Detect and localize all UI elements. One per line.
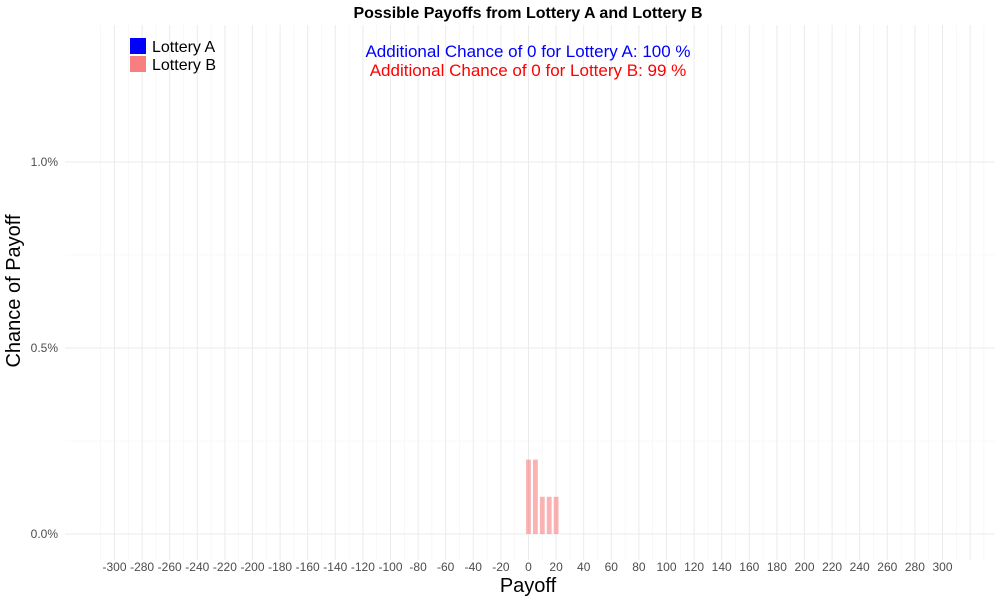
y-axis-title: Chance of Payoff (3, 214, 25, 368)
x-axis-title: Payoff (500, 575, 557, 597)
x-tick-label: -220 (213, 560, 237, 574)
x-tick-label: -180 (268, 560, 292, 574)
x-tick-label: -240 (185, 560, 209, 574)
x-tick-label: -120 (351, 560, 375, 574)
x-tick-label: -260 (158, 560, 182, 574)
x-tick-label: 300 (932, 560, 952, 574)
x-tick-label: 160 (739, 560, 759, 574)
grid-lines (65, 25, 995, 560)
bar-lottery-b (539, 496, 545, 534)
x-tick-label: -40 (465, 560, 483, 574)
x-tick-label: -80 (409, 560, 427, 574)
bar-lottery-b (546, 496, 552, 534)
bar-lottery-b (526, 459, 531, 534)
x-tick-label: 220 (822, 560, 842, 574)
legend-label-lottery-a: Lottery A (152, 39, 215, 56)
x-tick-label: -100 (378, 560, 402, 574)
x-tick-label: 200 (794, 560, 814, 574)
bar-lottery-b (533, 459, 538, 534)
x-tick-label: 20 (549, 560, 563, 574)
y-tick-label: 1.0% (31, 155, 59, 169)
x-tick-label: 40 (577, 560, 591, 574)
legend-swatch-lottery-b (130, 56, 146, 72)
x-tick-label: 80 (632, 560, 646, 574)
x-axis-ticks: -300 -280 -260 -240 -220 -200 -180 -160 -140 -120… (102, 560, 952, 574)
legend-label-lottery-b: Lottery B (152, 57, 216, 74)
x-tick-label: 0 (525, 560, 532, 574)
x-tick-label: -280 (130, 560, 154, 574)
bar-lottery-b (553, 496, 559, 534)
x-tick-label: -140 (323, 560, 347, 574)
x-tick-label: 60 (605, 560, 619, 574)
legend: Lottery A Lottery B (130, 38, 216, 74)
y-tick-label: 0.0% (31, 527, 59, 541)
x-tick-label: 120 (684, 560, 704, 574)
x-tick-label: 180 (767, 560, 787, 574)
x-tick-label: 280 (905, 560, 925, 574)
x-tick-label: -20 (492, 560, 510, 574)
x-tick-label: 260 (877, 560, 897, 574)
bars (526, 459, 559, 534)
x-tick-label: 100 (656, 560, 676, 574)
y-axis-ticks: 0.0% 0.5% 1.0% (31, 155, 59, 541)
x-tick-label: -300 (102, 560, 126, 574)
x-tick-label: -60 (437, 560, 455, 574)
y-tick-label: 0.5% (31, 341, 59, 355)
x-tick-label: -200 (240, 560, 264, 574)
x-tick-label: -160 (296, 560, 320, 574)
x-tick-label: 140 (712, 560, 732, 574)
chart-title: Possible Payoffs from Lottery A and Lott… (353, 5, 702, 22)
legend-swatch-lottery-a (130, 38, 146, 54)
annotation-lottery-a: Additional Chance of 0 for Lottery A: 10… (365, 42, 690, 61)
annotation-lottery-b: Additional Chance of 0 for Lottery B: 99… (370, 61, 687, 80)
x-tick-label: 240 (850, 560, 870, 574)
